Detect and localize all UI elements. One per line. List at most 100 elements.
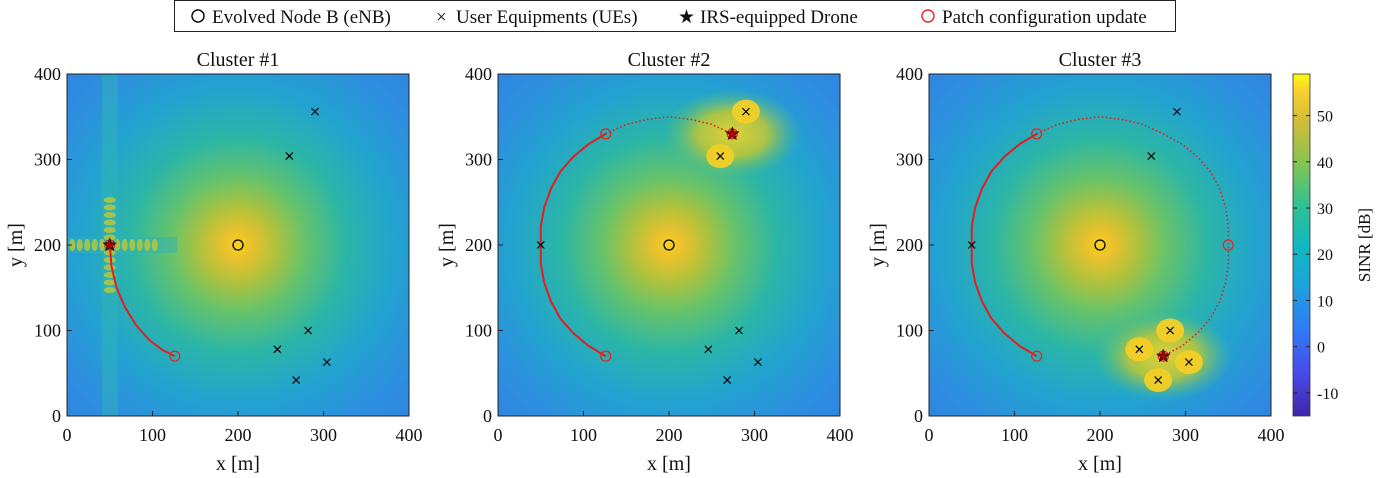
- enb-marker: [663, 239, 675, 251]
- heatmap-fringe: [103, 227, 116, 233]
- legend-drone-label: IRS-equipped Drone: [700, 7, 858, 28]
- ue-marker: [1166, 326, 1175, 335]
- y-tick-label: 300: [465, 150, 492, 170]
- x-tick-label: 200: [656, 425, 683, 445]
- x-axis-label: x [m]: [1078, 453, 1122, 475]
- heatmap-fringe: [103, 234, 116, 241]
- patch-update-marker: [600, 350, 612, 362]
- colorbar-tick-label: 30: [1317, 201, 1333, 218]
- x-tick-label: 100: [1001, 425, 1028, 445]
- heatmap-fringe: [91, 239, 98, 251]
- heatmap-fringe: [103, 212, 116, 218]
- y-tick-label: 0: [52, 406, 61, 426]
- ue-marker: [285, 152, 294, 161]
- x-tick-label: 0: [63, 425, 72, 445]
- drone-path-planned: [1036, 115, 1230, 357]
- ue-marker: [273, 345, 282, 354]
- panel-3: 0 100 200 300 400 0 100 200 300 400 Cluster #3 x [m…: [867, 49, 1285, 475]
- ue-marker: [1154, 376, 1163, 385]
- y-axis-label: y [m]: [436, 223, 458, 267]
- panel-1: 0 100 200 300 400 0 100 200 300 400 Cluster #1 x [m…: [5, 49, 423, 475]
- legend-enb-marker-icon: [191, 9, 205, 23]
- legend-drone-marker-icon: ★: [678, 7, 695, 28]
- patch-update-marker: [1031, 350, 1043, 362]
- panel-2: 0 100 200 300 400 0 100 200 300 400 Cluster #2 x [m…: [436, 49, 854, 475]
- y-tick-label: 100: [896, 321, 923, 341]
- y-tick-label: 400: [465, 64, 492, 84]
- patch-update-marker: [1222, 239, 1234, 251]
- x-tick-label: 200: [1087, 425, 1114, 445]
- plot-area: [498, 74, 840, 416]
- y-tick-label: 300: [896, 150, 923, 170]
- panels: 0 100 200 300 400 0 100 200 300 400 Cluster #1 x [m…: [5, 49, 1285, 475]
- colorbar-scale: [1292, 73, 1311, 417]
- ue-marker: [1184, 358, 1193, 367]
- drone-marker: [1156, 348, 1171, 363]
- colorbar-tick-label: 20: [1317, 247, 1333, 264]
- heatmap-enb-field: [929, 74, 1271, 416]
- y-axis-label: y [m]: [5, 223, 27, 267]
- plot-area: [929, 74, 1271, 416]
- ue-marker: [322, 358, 331, 367]
- ue-marker: [742, 107, 750, 116]
- drone-marker: [102, 237, 117, 252]
- y-tick-label: 400: [896, 64, 923, 84]
- y-tick-label: 200: [34, 235, 61, 255]
- colorbar-tick-label: -10: [1317, 386, 1338, 403]
- enb-marker: [232, 239, 244, 251]
- heatmap-fringe: [103, 204, 116, 211]
- drone-marker: [725, 126, 740, 140]
- heatmap-fringe: [103, 279, 116, 286]
- heatmap-fringe: [114, 239, 121, 251]
- legend-update-marker-icon: [921, 9, 935, 23]
- heatmap-fringe: [69, 239, 76, 251]
- y-tick-label: 100: [465, 321, 492, 341]
- y-tick-label: 200: [465, 235, 492, 255]
- y-tick-label: 100: [34, 321, 61, 341]
- legend: Evolved Node B (eNB) × User Equipments (…: [174, 0, 1176, 32]
- heatmap-enb-field: [67, 74, 409, 416]
- heatmap-fringe: [103, 219, 116, 226]
- heatmap-fringe: [103, 197, 116, 203]
- colorbar-tick-label: 50: [1317, 109, 1333, 126]
- panel-title: Cluster #2: [628, 49, 711, 71]
- colorbar: -10 0 10 20 30 40 50 SINR [dB]: [1292, 73, 1374, 417]
- legend-ue-marker-icon: ×: [436, 7, 447, 28]
- heatmap-fringe: [151, 239, 158, 251]
- heatmap-fringe: [121, 239, 128, 251]
- y-tick-label: 0: [914, 406, 923, 426]
- drone-path-traversed: [108, 244, 176, 357]
- ue-marker: [536, 241, 545, 249]
- legend-update-label: Patch configuration update: [942, 7, 1147, 28]
- x-tick-label: 300: [1172, 425, 1199, 445]
- heatmap-fringe: [136, 239, 143, 251]
- heatmap-fringe: [144, 239, 151, 251]
- ue-marker: [704, 345, 713, 354]
- ue-marker: [1135, 345, 1144, 354]
- y-tick-label: 200: [896, 235, 923, 255]
- ue-marker: [967, 241, 976, 249]
- heatmap-fringe: [103, 257, 116, 263]
- patch-update-marker: [169, 350, 181, 362]
- x-axis-label: x [m]: [647, 453, 691, 475]
- x-tick-label: 300: [310, 425, 337, 445]
- y-tick-label: 0: [483, 406, 492, 426]
- x-tick-label: 0: [494, 425, 503, 445]
- plot-area: [67, 74, 409, 416]
- x-tick-label: 300: [741, 425, 768, 445]
- y-tick-label: 400: [34, 64, 61, 84]
- ue-marker: [311, 107, 319, 116]
- colorbar-tick-label: 10: [1317, 293, 1333, 310]
- x-axis-label: x [m]: [216, 453, 260, 475]
- ue-marker: [723, 376, 732, 385]
- ue-marker: [1147, 152, 1156, 161]
- ue-marker: [735, 326, 744, 335]
- panel-title: Cluster #1: [197, 49, 280, 71]
- ue-marker: [753, 358, 762, 367]
- x-tick-label: 100: [139, 425, 166, 445]
- colorbar-ticks: -10 0 10 20 30 40 50: [1293, 109, 1338, 403]
- y-tick-label: 300: [34, 150, 61, 170]
- x-tick-label: 400: [827, 425, 854, 445]
- legend-enb-label: Evolved Node B (eNB): [212, 7, 391, 28]
- x-tick-label: 400: [1258, 425, 1285, 445]
